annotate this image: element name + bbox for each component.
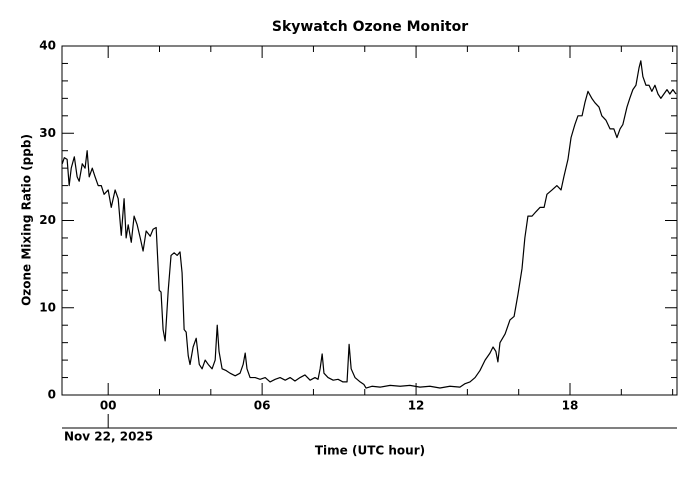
- x-tick-label: 06: [254, 399, 271, 413]
- x-tick-label: 00: [100, 399, 117, 413]
- date-label: Nov 22, 2025: [64, 430, 153, 444]
- y-tick-label: 30: [39, 126, 56, 140]
- y-tick-label: 10: [39, 300, 56, 314]
- y-tick-label: 20: [39, 213, 56, 227]
- y-tick-label: 40: [39, 39, 56, 53]
- x-tick-label: 12: [408, 399, 425, 413]
- y-axis-label: Ozone Mixing Ratio (ppb): [20, 134, 34, 306]
- chart-title: Skywatch Ozone Monitor: [272, 19, 468, 35]
- x-tick-label: 18: [562, 399, 579, 413]
- y-tick-label: 0: [48, 388, 56, 402]
- data-line: [61, 60, 677, 389]
- x-axis-label: Time (UTC hour): [315, 444, 425, 458]
